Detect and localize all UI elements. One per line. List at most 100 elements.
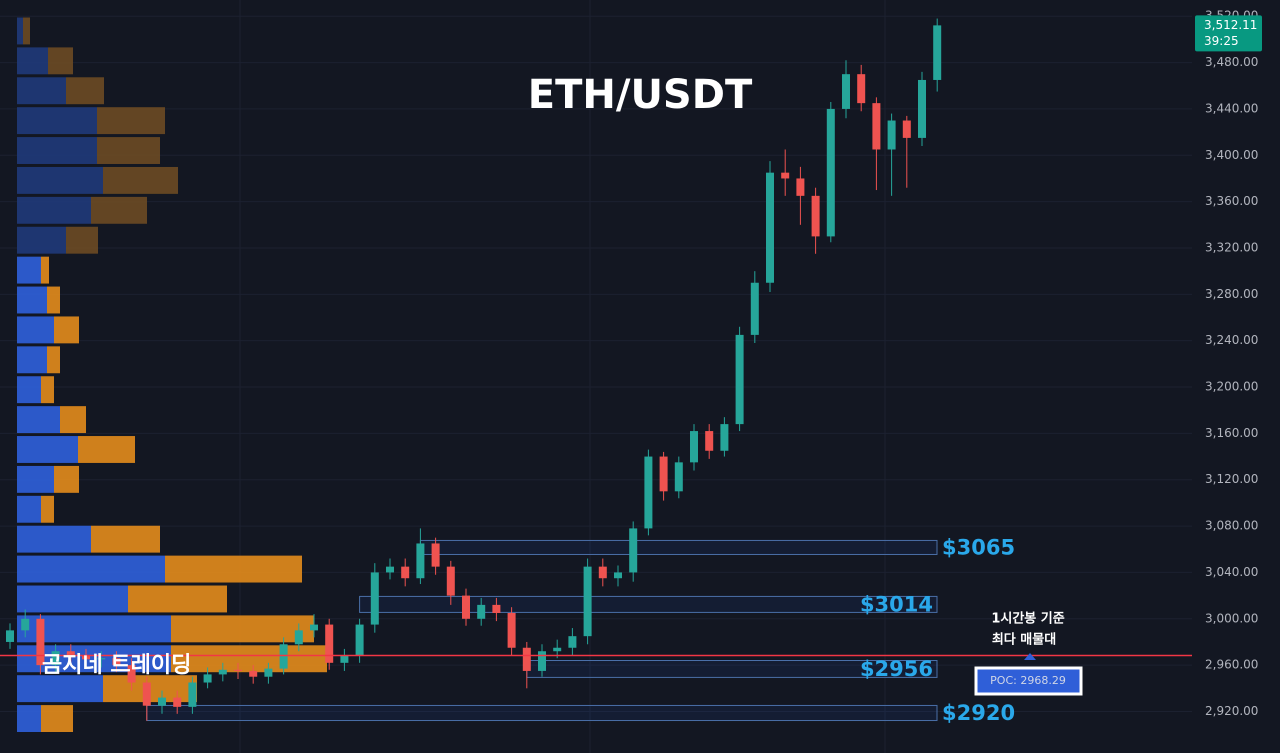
candle-body: [720, 424, 729, 451]
price-tag-label: 3,512.11: [1204, 18, 1257, 32]
zone-box: [146, 704, 938, 722]
chart-title: ETH/USDT: [528, 72, 753, 118]
profile-bar: [23, 17, 30, 45]
profile-bar: [17, 705, 41, 732]
candle-body: [279, 644, 288, 669]
profile-bar: [17, 286, 47, 314]
profile-bar: [41, 256, 49, 284]
candle-body: [355, 624, 364, 656]
profile-bar: [48, 47, 73, 75]
candle-body: [66, 651, 75, 656]
profile-bar: [17, 555, 165, 583]
candle-body: [553, 647, 562, 652]
profile-bar: [17, 17, 23, 45]
candle-body: [614, 572, 622, 579]
candle-body: [6, 630, 14, 642]
countdown: 39:25: [1204, 34, 1239, 48]
profile-bar: [97, 137, 160, 164]
profile-bar: [165, 555, 302, 583]
profile-bar: [171, 615, 314, 643]
candle-body: [173, 697, 182, 707]
candle-body: [158, 697, 166, 706]
y-tick-label: 3,000.00: [1205, 611, 1258, 625]
candle-body: [796, 178, 805, 196]
profile-bar: [17, 316, 54, 344]
candle-body: [492, 604, 501, 613]
candle-body: [462, 595, 470, 619]
profile-bar: [17, 256, 41, 284]
profile-bar: [17, 137, 97, 164]
profile-bar: [171, 645, 327, 673]
profile-bar: [17, 47, 48, 75]
candle-body: [127, 665, 136, 683]
zone-label: $3014: [860, 592, 933, 616]
profile-bar: [103, 166, 178, 194]
profile-bar: [66, 226, 98, 254]
profile-bar: [17, 107, 97, 135]
y-tick-label: 3,040.00: [1205, 565, 1258, 579]
candle-body: [826, 108, 835, 237]
candle-body: [416, 543, 425, 579]
profile-bar: [41, 495, 54, 523]
profile-bar: [17, 77, 66, 105]
profile-bar: [66, 77, 104, 105]
profile-bar: [17, 525, 91, 553]
annotation: 최다 매물대: [992, 632, 1056, 648]
candle-body: [325, 624, 334, 663]
y-tick-label: 2,920.00: [1205, 704, 1258, 718]
pointer: [1024, 653, 1036, 660]
y-tick-label: 3,440.00: [1205, 101, 1258, 115]
candle-body: [857, 74, 866, 104]
candle-body: [918, 79, 926, 138]
poc-box: [974, 666, 1083, 696]
profile-bar: [17, 436, 78, 463]
candle-body: [902, 120, 911, 138]
y-tick-label: 3,320.00: [1205, 240, 1258, 254]
candle-body: [188, 682, 197, 707]
candle-body: [310, 624, 318, 631]
candle-body: [294, 630, 303, 645]
candle-body: [583, 566, 592, 637]
candle-body: [644, 456, 653, 529]
candle-body: [234, 669, 242, 671]
candle-body: [82, 655, 90, 660]
candle-body: [872, 103, 881, 150]
profile-bar: [54, 316, 79, 344]
profile-bar: [60, 406, 86, 434]
y-tick-label: 3,360.00: [1205, 194, 1258, 208]
zone-label: $3065: [942, 535, 1015, 559]
profile-bar: [17, 585, 128, 613]
candle-body: [811, 195, 820, 237]
profile-bar: [17, 346, 47, 374]
candle-body: [507, 612, 516, 648]
y-tick-label: 3,080.00: [1205, 519, 1258, 533]
candle-body: [97, 658, 106, 660]
y-tick-label: 3,120.00: [1205, 472, 1258, 486]
zone-label: $2956: [860, 657, 933, 681]
candle-body: [112, 658, 121, 666]
profile-bar: [17, 226, 66, 254]
candle-body: [21, 618, 30, 631]
profile-bar: [128, 585, 227, 613]
candle-body: [203, 674, 212, 683]
profile-bar: [17, 196, 91, 224]
candle-body: [690, 431, 698, 463]
profile-bar: [17, 465, 54, 493]
candle-body: [218, 669, 227, 675]
candle-body: [264, 668, 273, 677]
zone-label: $2920: [942, 701, 1015, 725]
candle-body: [370, 572, 379, 625]
candle-body: [538, 651, 546, 671]
candle-body: [766, 172, 774, 283]
y-tick-label: 2,960.00: [1205, 658, 1258, 672]
zone-box: [419, 539, 938, 555]
profile-bar: [54, 465, 79, 493]
candle-body: [249, 670, 258, 677]
price-tag: [1195, 15, 1262, 52]
profile-bar: [47, 346, 60, 374]
candle-body: [659, 456, 668, 492]
candle-body: [477, 604, 486, 619]
candle-body: [750, 282, 759, 335]
y-tick-label: 3,160.00: [1205, 426, 1258, 440]
candle-body: [568, 636, 577, 648]
